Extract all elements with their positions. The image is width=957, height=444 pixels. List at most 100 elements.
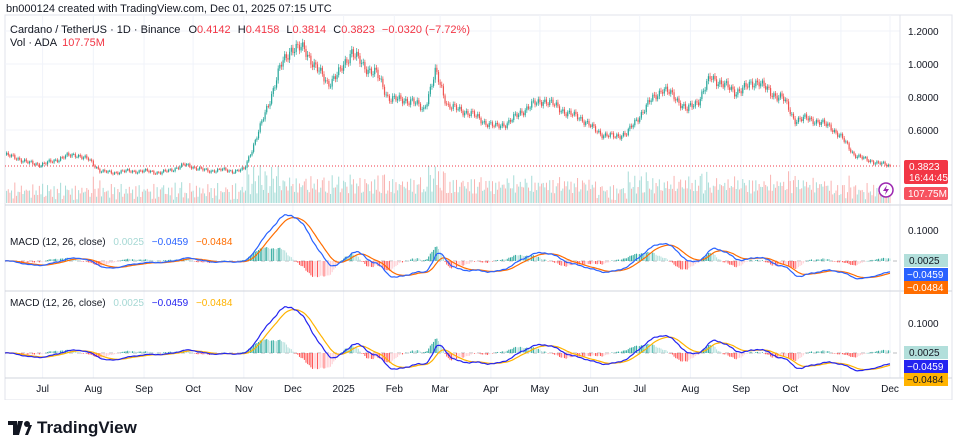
histogram-bar [680, 261, 682, 270]
svg-text:−0.0459: −0.0459 [907, 362, 944, 373]
lightning-icon[interactable] [878, 182, 894, 198]
volume-bar [429, 175, 431, 203]
volume-bar [71, 188, 73, 203]
volume-bar [745, 185, 747, 203]
histogram-bar [699, 261, 701, 262]
histogram-bar [495, 352, 497, 353]
chart-canvas[interactable]: Cardano / TetherUS · 1D · Binance O0.414… [0, 0, 957, 400]
histogram-bar [367, 353, 369, 359]
candle-body [521, 110, 523, 114]
histogram-bar [631, 347, 633, 353]
candle-body [177, 167, 180, 169]
time-tick: May [530, 384, 549, 395]
volume-bar [177, 193, 179, 203]
candle-body [668, 91, 670, 94]
candle-body [367, 69, 369, 75]
candle-body [100, 171, 103, 173]
histogram-bar [316, 353, 318, 370]
histogram-bar [74, 259, 76, 261]
volume-bar [635, 193, 637, 203]
histogram-bar [420, 351, 422, 353]
candle-body [303, 42, 305, 50]
volume-bar [804, 186, 806, 203]
volume-bar [495, 182, 497, 203]
candle-body [377, 69, 379, 79]
histogram-bar [567, 353, 569, 359]
volume-bar [779, 182, 781, 203]
histogram-bar [187, 258, 189, 261]
candle-body [522, 113, 525, 116]
volume-bar [730, 185, 732, 203]
volume-bar [866, 183, 868, 203]
volume-bar [207, 184, 209, 203]
histogram-bar [506, 258, 508, 261]
histogram-bar [110, 261, 112, 263]
histogram-bar [192, 260, 194, 262]
candle-body [356, 51, 358, 57]
histogram-bar [544, 259, 546, 261]
candle-body [73, 154, 75, 155]
histogram-bar [783, 261, 785, 265]
histogram-bar [186, 258, 188, 261]
histogram-bar [565, 353, 567, 359]
volume-bar [43, 196, 45, 203]
volume-bar [565, 186, 567, 203]
histogram-bar [272, 248, 274, 261]
histogram-bar [284, 342, 286, 353]
histogram-bar [369, 261, 371, 267]
volume-bar [703, 193, 705, 203]
candle-body [820, 121, 822, 125]
candle-body [881, 162, 883, 165]
histogram-bar [125, 351, 127, 353]
volume-bar [421, 192, 423, 203]
histogram-bar [514, 346, 516, 353]
candle-body [251, 151, 253, 156]
histogram-bar [838, 353, 840, 355]
histogram-bar [761, 352, 763, 353]
candle-body [280, 64, 283, 67]
candle-body [549, 100, 551, 106]
histogram-bar [840, 353, 842, 354]
volume-bar [709, 187, 711, 203]
histogram-bar [276, 341, 278, 353]
tradingview-logo[interactable]: TradingView [8, 418, 137, 438]
candle-body [397, 99, 399, 101]
histogram-bar [711, 345, 713, 353]
histogram-bar [457, 261, 459, 267]
histogram-bar [534, 348, 536, 353]
histogram-bar [869, 260, 871, 261]
histogram-bar [43, 353, 45, 354]
candle-body [599, 130, 602, 135]
candle-body [218, 168, 220, 170]
volume-bar [791, 193, 793, 203]
time-axis[interactable]: Jul Aug Sep Oct Nov Dec 2025 Feb Mar Apr May Jun Jul… [36, 384, 899, 395]
histogram-bar [374, 261, 376, 266]
volume-bar [102, 187, 104, 203]
volume-bar [119, 192, 121, 203]
histogram-bar [488, 261, 490, 263]
candle-body [823, 119, 826, 124]
volume-bar [511, 188, 513, 203]
histogram-bar [150, 259, 152, 261]
volume-bar [721, 185, 723, 203]
histogram-bar [393, 353, 395, 359]
histogram-bar [76, 352, 78, 353]
histogram-bar [740, 353, 742, 358]
histogram-bar [387, 261, 389, 271]
volume-bar [806, 181, 808, 203]
candle-body [536, 103, 538, 105]
candle-body [194, 166, 196, 168]
histogram-bar [845, 353, 847, 355]
candle-body [617, 134, 620, 137]
symbol-label: Cardano / TetherUS · 1D · Binance [10, 24, 180, 36]
histogram-bar [482, 353, 484, 355]
volume-bar [825, 185, 827, 203]
candle-body [230, 170, 232, 172]
histogram-bar [438, 249, 440, 261]
candle-body [401, 98, 404, 104]
candle-body [797, 117, 799, 123]
histogram-bar [559, 261, 561, 265]
histogram-bar [755, 260, 757, 261]
histogram-bar [348, 348, 350, 353]
candle-body [346, 59, 348, 63]
